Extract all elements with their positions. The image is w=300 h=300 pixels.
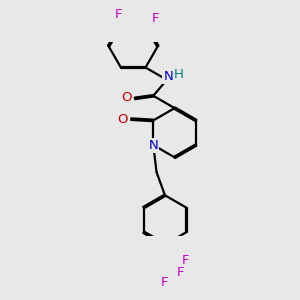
Text: O: O <box>118 112 128 126</box>
Text: F: F <box>182 254 189 267</box>
Text: O: O <box>121 91 132 103</box>
Text: F: F <box>152 12 160 25</box>
Text: H: H <box>174 68 184 81</box>
Text: N: N <box>148 139 158 152</box>
Text: F: F <box>177 266 184 279</box>
Text: F: F <box>161 276 169 289</box>
Text: F: F <box>115 8 122 21</box>
Text: N: N <box>163 70 173 83</box>
